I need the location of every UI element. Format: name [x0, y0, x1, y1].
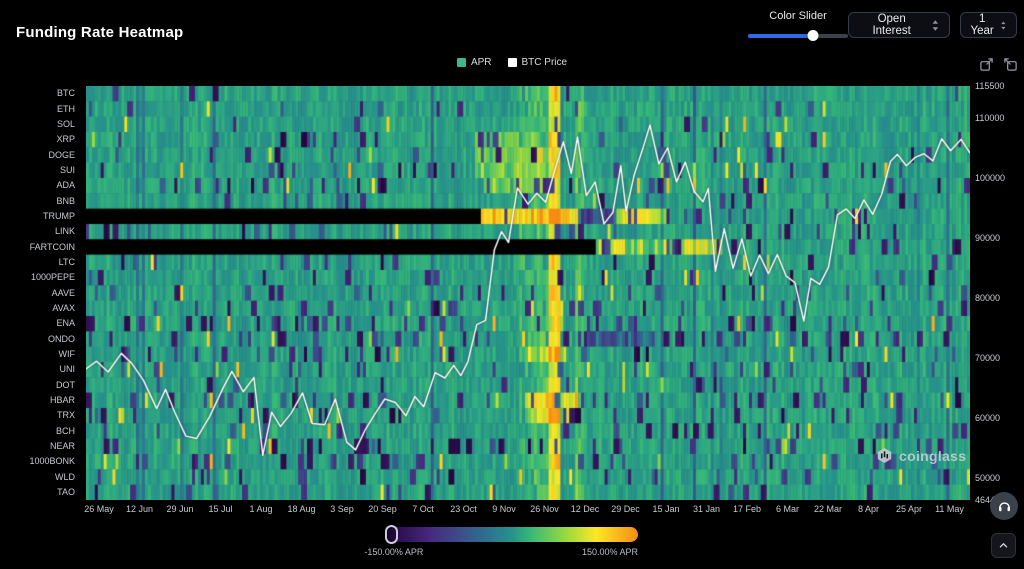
row-label: WIF: [58, 348, 76, 359]
row-label: HBAR: [49, 394, 75, 405]
row-label: BNB: [56, 195, 75, 206]
sort-arrows-icon: [1001, 20, 1006, 30]
price-tick-label: 4644: [975, 494, 996, 505]
scroll-to-top-button[interactable]: [991, 533, 1016, 558]
capture-chart-icon[interactable]: [979, 57, 994, 72]
row-label: LTC: [58, 256, 75, 267]
x-tick-label: 26 Nov: [530, 504, 559, 514]
x-tick-label: 25 Apr: [895, 504, 923, 514]
support-button[interactable]: [990, 492, 1018, 520]
price-tick-label: 80000: [975, 293, 1001, 304]
period-select[interactable]: 1 Year: [960, 12, 1017, 38]
apr-scale-labels: -150.00% APR 150.00% APR: [364, 547, 638, 559]
price-tick-label: 70000: [975, 353, 1001, 364]
x-tick-label: 12 Jun: [125, 504, 154, 514]
x-tick-label: 26 May: [84, 504, 114, 514]
x-tick-label: 20 Sep: [368, 504, 397, 514]
color-slider[interactable]: [748, 30, 848, 42]
open-interest-select-label: Open Interest: [872, 13, 911, 37]
row-label: TRX: [57, 410, 75, 421]
row-label: ADA: [56, 180, 75, 191]
row-label: TAO: [57, 486, 75, 497]
y-axis-price-labels: 115500 110000 100000 90000 80000 70000 60000 50…: [975, 0, 1023, 569]
row-label: BCH: [55, 425, 75, 436]
price-tick-label: 90000: [975, 233, 1001, 244]
apr-color-scale: -150.00% APR 150.00% APR: [364, 525, 638, 559]
row-label: TRUMP: [43, 210, 75, 221]
row-label: AVAX: [52, 302, 75, 313]
row-label: FARTCOIN: [29, 241, 75, 252]
x-tick-label: 3 Sep: [330, 504, 354, 514]
row-label: ENA: [56, 318, 75, 329]
x-tick-label: 7 Oct: [412, 504, 434, 514]
row-label: DOT: [56, 379, 75, 390]
btc-price-swatch-icon: [507, 58, 517, 67]
x-tick-label: 8 Apr: [857, 504, 880, 514]
row-label: SOL: [56, 118, 75, 129]
x-tick-label: 12 Dec: [570, 504, 600, 514]
x-tick-label: 1 Aug: [249, 504, 273, 514]
legend-item-apr: APR: [456, 57, 492, 68]
apr-scale-max-label: 150.00% APR: [581, 547, 638, 557]
row-label: BTC: [57, 88, 75, 99]
x-tick-label: 18 Aug: [287, 504, 316, 514]
x-tick-label: 17 Feb: [732, 504, 762, 514]
x-tick-label: 31 Jan: [692, 504, 721, 514]
row-label: AAVE: [51, 287, 75, 298]
legend-btc-price-label: BTC Price: [521, 57, 568, 68]
row-label: NEAR: [49, 440, 75, 451]
row-label: DOGE: [48, 149, 75, 160]
funding-heatmap-canvas[interactable]: [86, 86, 970, 500]
x-tick-label: 29 Dec: [611, 504, 640, 514]
x-tick-label: 6 Mar: [775, 504, 800, 514]
open-interest-select[interactable]: Open Interest: [848, 12, 950, 38]
legend-apr-label: APR: [470, 57, 492, 68]
x-tick-label: 15 Jan: [652, 504, 680, 514]
chart-legend: APR BTC Price: [0, 57, 1024, 68]
x-axis-date-labels: 26 May 12 Jun 29 Jun 15 Jul 1 Aug 18 Aug 3 Sep…: [84, 504, 970, 518]
price-tick-label: 100000: [975, 173, 1006, 184]
row-label: UNI: [59, 364, 76, 375]
x-tick-label: 11 May: [935, 504, 964, 514]
row-label: 1000BONK: [29, 456, 75, 467]
x-tick-label: 29 Jun: [166, 504, 194, 514]
headset-icon: [998, 501, 1010, 511]
apr-scale-min-label: -150.00% APR: [364, 547, 424, 557]
page-title: Funding Rate Heatmap: [16, 24, 184, 42]
apr-color-scale-bar[interactable]: [385, 525, 638, 544]
row-label: ONDO: [48, 333, 75, 344]
x-tick-label: 15 Jul: [208, 504, 233, 514]
row-label: WLD: [55, 471, 75, 482]
reset-zoom-icon[interactable]: [1003, 57, 1018, 72]
period-select-label: 1 Year: [970, 13, 994, 37]
color-slider-fill: [748, 34, 813, 38]
color-slider-track[interactable]: [748, 34, 848, 38]
row-label: ETH: [57, 103, 75, 114]
color-slider-thumb[interactable]: [807, 30, 819, 41]
row-label: 1000PEPE: [30, 272, 75, 283]
price-tick-label: 50000: [975, 473, 1001, 484]
row-label: SUI: [59, 164, 75, 175]
color-slider-label: Color Slider: [769, 10, 827, 22]
apr-scale-handle[interactable]: [385, 525, 398, 544]
price-tick-label: 115500: [975, 80, 1005, 91]
x-tick-label: 9 Nov: [492, 504, 516, 514]
chart-toolbar: [979, 57, 1018, 72]
legend-item-btc-price: BTC Price: [507, 57, 568, 68]
row-label: LINK: [54, 226, 75, 237]
price-tick-label: 60000: [975, 413, 1001, 424]
x-tick-label: 23 Oct: [450, 504, 477, 514]
chevron-up-icon: [999, 542, 1008, 548]
apr-swatch-icon: [456, 58, 466, 67]
y-axis-symbol-labels: BTC ETH SOL XRP DOGE SUI ADA BNB TRUMP LINK FARTCO…: [0, 86, 81, 500]
row-label: XRP: [56, 134, 75, 145]
color-slider-group: Color Slider: [748, 10, 848, 42]
x-tick-label: 22 Mar: [813, 504, 843, 514]
price-tick-label: 110000: [975, 113, 1005, 124]
sort-arrows-icon: [932, 19, 939, 31]
